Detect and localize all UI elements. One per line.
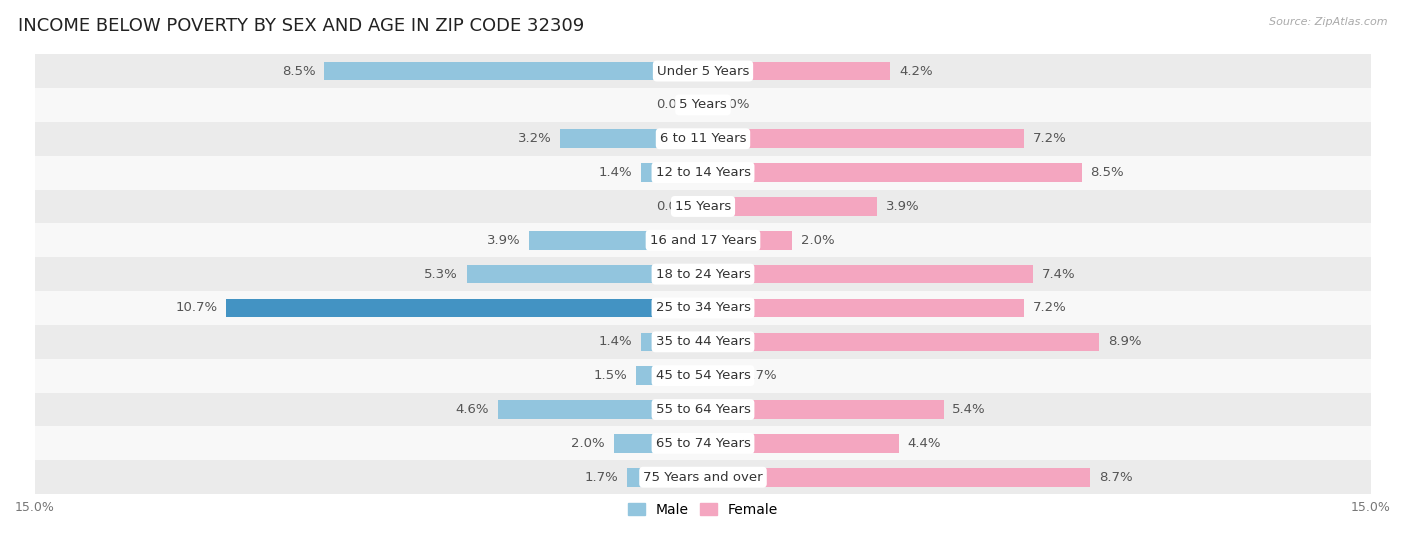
Text: 5.3%: 5.3% bbox=[425, 268, 458, 281]
Bar bbox=[35, 359, 1371, 392]
Text: 10.7%: 10.7% bbox=[176, 301, 218, 315]
Text: 7.4%: 7.4% bbox=[1042, 268, 1076, 281]
Bar bbox=[636, 366, 703, 385]
Text: 5 Years: 5 Years bbox=[679, 98, 727, 111]
Text: 12 to 14 Years: 12 to 14 Years bbox=[655, 166, 751, 179]
Text: 8.5%: 8.5% bbox=[281, 64, 315, 78]
Text: 0.0%: 0.0% bbox=[717, 98, 749, 111]
Text: 65 to 74 Years: 65 to 74 Years bbox=[655, 437, 751, 450]
Bar bbox=[561, 130, 703, 148]
Bar bbox=[35, 392, 1371, 427]
Text: 15 Years: 15 Years bbox=[675, 200, 731, 213]
Bar bbox=[35, 88, 1371, 122]
Text: 1.4%: 1.4% bbox=[598, 166, 631, 179]
Text: 4.6%: 4.6% bbox=[456, 403, 489, 416]
Bar bbox=[35, 291, 1371, 325]
Text: 75 Years and over: 75 Years and over bbox=[643, 471, 763, 484]
Text: 18 to 24 Years: 18 to 24 Years bbox=[655, 268, 751, 281]
Bar bbox=[614, 434, 703, 453]
Bar bbox=[35, 122, 1371, 155]
Text: Source: ZipAtlas.com: Source: ZipAtlas.com bbox=[1270, 17, 1388, 27]
Text: 0.0%: 0.0% bbox=[657, 98, 689, 111]
Bar bbox=[35, 54, 1371, 88]
Text: 1.4%: 1.4% bbox=[598, 335, 631, 348]
Text: 8.9%: 8.9% bbox=[1108, 335, 1142, 348]
Text: 3.9%: 3.9% bbox=[886, 200, 920, 213]
Bar bbox=[467, 265, 703, 283]
Bar bbox=[641, 333, 703, 351]
Bar bbox=[641, 163, 703, 182]
Text: 8.5%: 8.5% bbox=[1091, 166, 1125, 179]
Bar bbox=[703, 434, 898, 453]
Legend: Male, Female: Male, Female bbox=[623, 498, 783, 523]
Bar bbox=[703, 400, 943, 419]
Text: Under 5 Years: Under 5 Years bbox=[657, 64, 749, 78]
Bar bbox=[35, 460, 1371, 494]
Bar bbox=[703, 468, 1091, 486]
Text: 3.2%: 3.2% bbox=[517, 132, 551, 145]
Text: 7.2%: 7.2% bbox=[1032, 132, 1066, 145]
Text: 2.0%: 2.0% bbox=[571, 437, 605, 450]
Text: 25 to 34 Years: 25 to 34 Years bbox=[655, 301, 751, 315]
Bar bbox=[529, 231, 703, 250]
Text: 6 to 11 Years: 6 to 11 Years bbox=[659, 132, 747, 145]
Bar bbox=[498, 400, 703, 419]
Text: 8.7%: 8.7% bbox=[1099, 471, 1133, 484]
Bar bbox=[703, 231, 792, 250]
Text: 3.9%: 3.9% bbox=[486, 234, 520, 247]
Bar bbox=[703, 366, 734, 385]
Text: 4.4%: 4.4% bbox=[908, 437, 942, 450]
Text: 1.5%: 1.5% bbox=[593, 369, 627, 382]
Bar bbox=[35, 190, 1371, 224]
Bar bbox=[35, 257, 1371, 291]
Text: 2.0%: 2.0% bbox=[801, 234, 835, 247]
Bar bbox=[703, 265, 1032, 283]
Bar bbox=[703, 299, 1024, 318]
Bar bbox=[325, 61, 703, 80]
Text: INCOME BELOW POVERTY BY SEX AND AGE IN ZIP CODE 32309: INCOME BELOW POVERTY BY SEX AND AGE IN Z… bbox=[18, 17, 585, 35]
Text: 0.7%: 0.7% bbox=[744, 369, 776, 382]
Bar bbox=[226, 299, 703, 318]
Text: 5.4%: 5.4% bbox=[952, 403, 986, 416]
Text: 4.2%: 4.2% bbox=[898, 64, 932, 78]
Bar bbox=[703, 197, 877, 216]
Text: 16 and 17 Years: 16 and 17 Years bbox=[650, 234, 756, 247]
Text: 35 to 44 Years: 35 to 44 Years bbox=[655, 335, 751, 348]
Bar bbox=[703, 130, 1024, 148]
Bar bbox=[703, 333, 1099, 351]
Bar bbox=[35, 155, 1371, 190]
Text: 1.7%: 1.7% bbox=[585, 471, 619, 484]
Bar bbox=[703, 61, 890, 80]
Text: 45 to 54 Years: 45 to 54 Years bbox=[655, 369, 751, 382]
Bar bbox=[35, 224, 1371, 257]
Bar bbox=[35, 427, 1371, 460]
Text: 7.2%: 7.2% bbox=[1032, 301, 1066, 315]
Text: 55 to 64 Years: 55 to 64 Years bbox=[655, 403, 751, 416]
Bar bbox=[627, 468, 703, 486]
Bar bbox=[703, 163, 1081, 182]
Bar bbox=[35, 325, 1371, 359]
Text: 0.0%: 0.0% bbox=[657, 200, 689, 213]
